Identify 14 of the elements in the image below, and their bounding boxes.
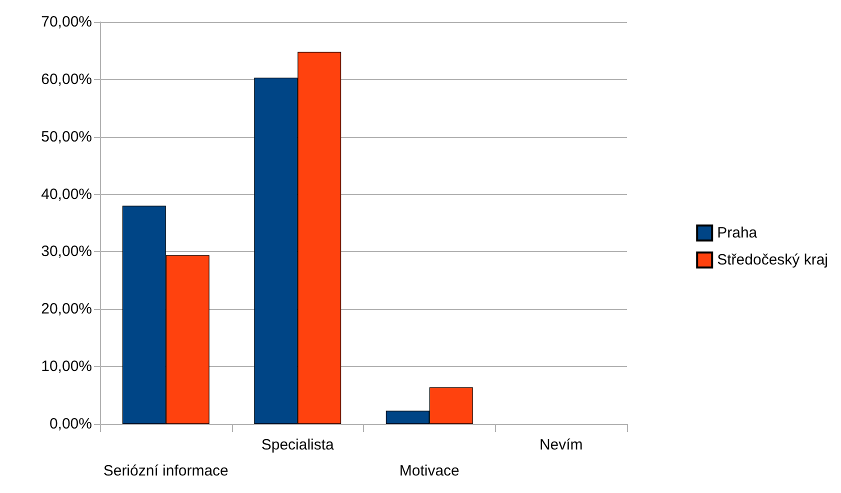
y-tick-label: 50,00% [41,128,92,146]
legend-label: Středočeský kraj [717,252,828,268]
y-tick-label: 20,00% [41,300,92,318]
legend-label: Praha [717,224,758,242]
y-tick-label: 40,00% [41,186,92,203]
y-tick-label: 10,00% [41,358,92,376]
y-tick-label: 30,00% [41,243,92,260]
x-tick-label: Seriózní informace [103,462,228,480]
y-tick-label: 70,00% [41,14,92,30]
y-tick-label: 0,00% [49,416,92,432]
x-tick-label: Nevím [539,436,583,454]
x-tick-label: Motivace [399,462,460,480]
x-tick-label: Specialista [261,436,335,454]
y-tick-label: 60,00% [41,70,92,88]
